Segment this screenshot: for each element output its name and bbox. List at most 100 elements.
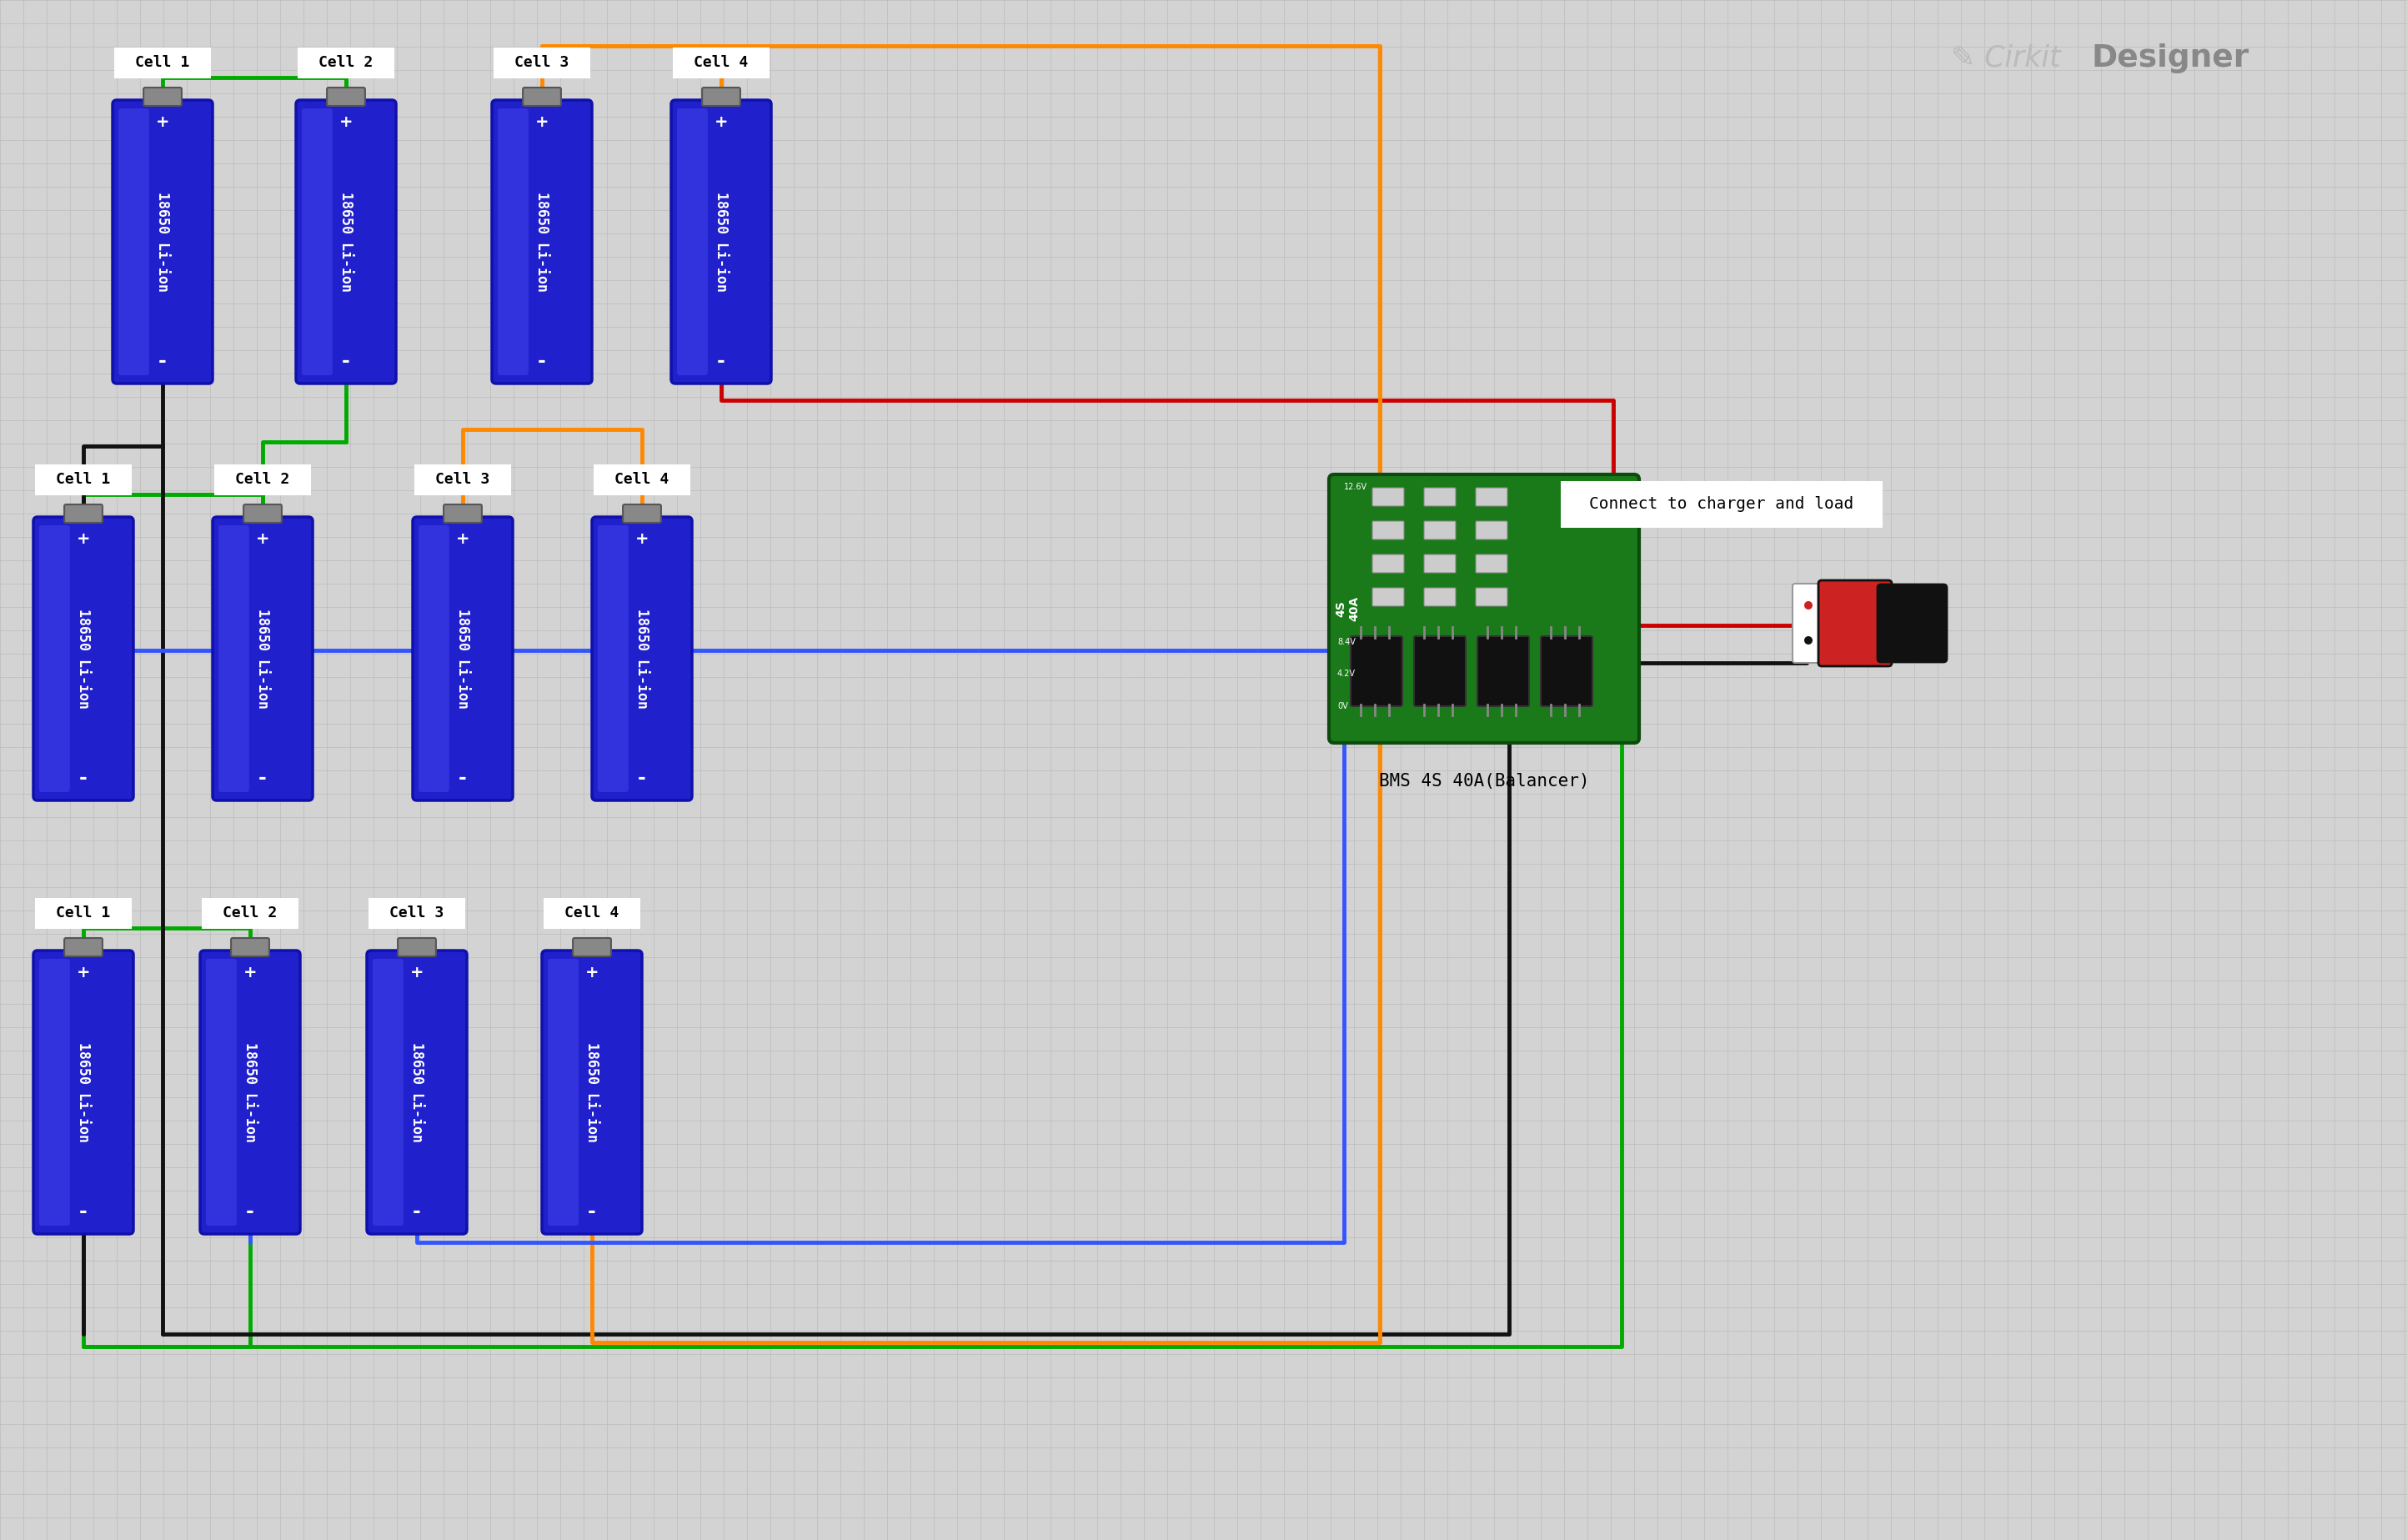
- FancyBboxPatch shape: [39, 525, 70, 792]
- FancyBboxPatch shape: [674, 48, 770, 79]
- FancyBboxPatch shape: [298, 48, 395, 79]
- Text: -: -: [159, 351, 166, 371]
- FancyBboxPatch shape: [549, 959, 578, 1226]
- Text: +: +: [635, 531, 650, 547]
- Text: 18650 Li-ion: 18650 Li-ion: [715, 192, 729, 291]
- FancyBboxPatch shape: [65, 505, 104, 522]
- Text: +: +: [534, 114, 549, 131]
- FancyBboxPatch shape: [522, 88, 561, 106]
- FancyBboxPatch shape: [1425, 588, 1456, 607]
- Text: +: +: [409, 966, 424, 981]
- FancyBboxPatch shape: [419, 525, 450, 792]
- Text: Cell 4: Cell 4: [614, 473, 669, 487]
- Text: Connect to charger and load: Connect to charger and load: [1589, 496, 1853, 513]
- FancyBboxPatch shape: [200, 950, 301, 1234]
- FancyBboxPatch shape: [212, 517, 313, 801]
- FancyBboxPatch shape: [1425, 488, 1456, 507]
- FancyBboxPatch shape: [219, 525, 248, 792]
- FancyBboxPatch shape: [1475, 488, 1507, 507]
- FancyBboxPatch shape: [34, 950, 132, 1234]
- FancyBboxPatch shape: [597, 525, 628, 792]
- FancyBboxPatch shape: [676, 108, 708, 376]
- Text: +: +: [455, 531, 469, 547]
- FancyBboxPatch shape: [491, 100, 592, 383]
- FancyBboxPatch shape: [443, 505, 481, 522]
- FancyBboxPatch shape: [1560, 480, 1882, 528]
- Text: 18650 Li-ion: 18650 Li-ion: [77, 608, 91, 708]
- Text: ✎ Cirkit: ✎ Cirkit: [1952, 45, 2070, 72]
- FancyBboxPatch shape: [65, 938, 104, 956]
- Text: Cell 2: Cell 2: [318, 55, 373, 71]
- Text: -: -: [258, 768, 267, 788]
- FancyBboxPatch shape: [1413, 636, 1466, 707]
- Text: -: -: [414, 1201, 421, 1221]
- FancyBboxPatch shape: [1475, 588, 1507, 607]
- FancyBboxPatch shape: [36, 465, 132, 496]
- FancyBboxPatch shape: [34, 517, 132, 801]
- FancyBboxPatch shape: [1793, 584, 1825, 662]
- Text: 18650 Li-ion: 18650 Li-ion: [409, 1043, 424, 1143]
- Text: Cell 4: Cell 4: [566, 906, 619, 921]
- FancyBboxPatch shape: [1372, 488, 1403, 507]
- Text: BMS 4S 40A(Balancer): BMS 4S 40A(Balancer): [1379, 773, 1589, 790]
- Text: +: +: [77, 531, 89, 547]
- Text: 4S
40A: 4S 40A: [1336, 596, 1360, 621]
- FancyBboxPatch shape: [214, 465, 311, 496]
- FancyBboxPatch shape: [414, 465, 510, 496]
- FancyBboxPatch shape: [366, 950, 467, 1234]
- FancyBboxPatch shape: [1877, 585, 1947, 662]
- FancyBboxPatch shape: [1475, 521, 1507, 539]
- FancyBboxPatch shape: [397, 938, 436, 956]
- Text: 18650 Li-ion: 18650 Li-ion: [585, 1043, 599, 1143]
- FancyBboxPatch shape: [498, 108, 530, 376]
- Text: +: +: [243, 966, 258, 981]
- FancyBboxPatch shape: [1425, 521, 1456, 539]
- FancyBboxPatch shape: [493, 48, 590, 79]
- FancyBboxPatch shape: [1478, 636, 1528, 707]
- FancyBboxPatch shape: [113, 48, 212, 79]
- FancyBboxPatch shape: [592, 517, 691, 801]
- FancyBboxPatch shape: [207, 959, 236, 1226]
- Text: 18650 Li-ion: 18650 Li-ion: [77, 1043, 91, 1143]
- Text: Designer: Designer: [2092, 43, 2248, 74]
- FancyBboxPatch shape: [573, 938, 611, 956]
- Text: Cell 3: Cell 3: [436, 473, 491, 487]
- Text: 18650 Li-ion: 18650 Li-ion: [455, 608, 469, 708]
- Text: Cell 3: Cell 3: [390, 906, 443, 921]
- FancyBboxPatch shape: [1475, 554, 1507, 573]
- Text: 18650 Li-ion: 18650 Li-ion: [255, 608, 270, 708]
- Text: -: -: [587, 1201, 597, 1221]
- Text: +: +: [77, 966, 89, 981]
- FancyBboxPatch shape: [243, 505, 282, 522]
- Text: +: +: [585, 966, 599, 981]
- Text: Cell 1: Cell 1: [135, 55, 190, 71]
- Text: Cell 4: Cell 4: [693, 55, 749, 71]
- Text: 18650 Li-ion: 18650 Li-ion: [534, 192, 549, 291]
- Text: 0V: 0V: [1338, 702, 1348, 710]
- Text: Cell 1: Cell 1: [55, 906, 111, 921]
- FancyBboxPatch shape: [327, 88, 366, 106]
- FancyBboxPatch shape: [1350, 636, 1403, 707]
- FancyBboxPatch shape: [301, 108, 332, 376]
- Text: 16.8V: 16.8V: [1589, 482, 1613, 491]
- Text: 18650 Li-ion: 18650 Li-ion: [635, 608, 650, 708]
- Text: 18650 Li-ion: 18650 Li-ion: [243, 1043, 258, 1143]
- Text: Cell 3: Cell 3: [515, 55, 568, 71]
- Text: Cell 2: Cell 2: [236, 473, 289, 487]
- FancyBboxPatch shape: [544, 898, 640, 929]
- Circle shape: [1805, 601, 1812, 610]
- FancyBboxPatch shape: [113, 100, 212, 383]
- Text: -: -: [638, 768, 645, 788]
- Text: -: -: [460, 768, 467, 788]
- FancyBboxPatch shape: [36, 898, 132, 929]
- Text: 8.4V: 8.4V: [1338, 638, 1355, 647]
- FancyBboxPatch shape: [296, 100, 397, 383]
- FancyBboxPatch shape: [39, 959, 70, 1226]
- Text: 4.2V: 4.2V: [1338, 670, 1355, 678]
- Text: +: +: [715, 114, 727, 131]
- Text: Cell 2: Cell 2: [224, 906, 277, 921]
- FancyBboxPatch shape: [373, 959, 404, 1226]
- FancyBboxPatch shape: [1540, 636, 1593, 707]
- FancyBboxPatch shape: [623, 505, 662, 522]
- Text: -: -: [79, 1201, 87, 1221]
